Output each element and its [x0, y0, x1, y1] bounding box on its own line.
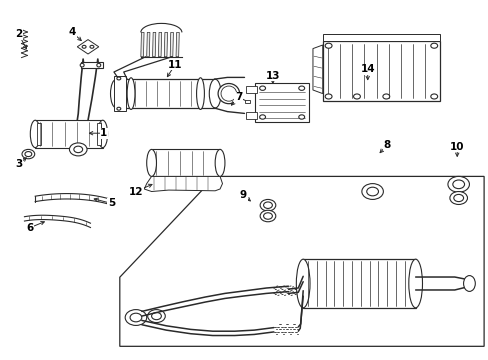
- Bar: [255, 83, 308, 122]
- Bar: [322, 34, 439, 41]
- Polygon shape: [141, 32, 144, 57]
- Ellipse shape: [453, 194, 463, 202]
- Ellipse shape: [221, 86, 236, 101]
- Polygon shape: [152, 32, 156, 57]
- Bar: [322, 41, 439, 101]
- Bar: [116, 79, 215, 108]
- Text: 6: 6: [27, 222, 34, 233]
- Ellipse shape: [361, 184, 383, 199]
- Text: 14: 14: [360, 64, 374, 74]
- Ellipse shape: [263, 202, 272, 208]
- Ellipse shape: [430, 43, 437, 48]
- Polygon shape: [158, 32, 162, 57]
- Polygon shape: [164, 32, 167, 57]
- Polygon shape: [77, 40, 99, 54]
- Polygon shape: [176, 32, 179, 57]
- Ellipse shape: [74, 146, 82, 153]
- Ellipse shape: [25, 152, 32, 157]
- Bar: [303, 259, 415, 308]
- Ellipse shape: [117, 77, 121, 80]
- Text: 10: 10: [449, 142, 464, 152]
- Ellipse shape: [260, 210, 275, 222]
- Text: 2: 2: [15, 29, 22, 39]
- Ellipse shape: [449, 192, 467, 204]
- Text: 5: 5: [108, 198, 115, 208]
- Bar: [81, 62, 102, 68]
- Ellipse shape: [259, 115, 265, 119]
- Bar: [246, 112, 257, 119]
- Text: 11: 11: [167, 60, 182, 70]
- Ellipse shape: [260, 199, 275, 211]
- Ellipse shape: [196, 78, 204, 109]
- Ellipse shape: [366, 187, 378, 196]
- Ellipse shape: [382, 94, 389, 99]
- Ellipse shape: [296, 259, 309, 308]
- Ellipse shape: [430, 94, 437, 99]
- Ellipse shape: [130, 313, 142, 322]
- Bar: [246, 86, 257, 93]
- Text: 9: 9: [240, 190, 246, 200]
- Ellipse shape: [209, 79, 221, 108]
- Text: 4: 4: [68, 27, 76, 37]
- Ellipse shape: [80, 63, 84, 67]
- Ellipse shape: [82, 45, 86, 48]
- Text: 1: 1: [100, 128, 107, 138]
- Ellipse shape: [452, 180, 464, 189]
- Ellipse shape: [22, 149, 35, 159]
- Ellipse shape: [298, 115, 304, 119]
- Ellipse shape: [146, 149, 156, 176]
- Ellipse shape: [90, 45, 94, 48]
- Ellipse shape: [408, 259, 422, 308]
- Ellipse shape: [127, 78, 135, 109]
- Ellipse shape: [30, 120, 40, 148]
- Ellipse shape: [151, 312, 161, 320]
- Text: 3: 3: [15, 159, 22, 169]
- Ellipse shape: [259, 86, 265, 90]
- Polygon shape: [312, 45, 322, 94]
- Ellipse shape: [98, 120, 107, 148]
- Ellipse shape: [325, 43, 331, 48]
- Bar: [97, 123, 101, 145]
- Bar: [114, 76, 126, 111]
- Polygon shape: [146, 32, 150, 57]
- Text: 8: 8: [383, 140, 390, 150]
- Polygon shape: [120, 176, 483, 346]
- Ellipse shape: [69, 143, 87, 156]
- Bar: [244, 100, 249, 103]
- Ellipse shape: [147, 310, 165, 323]
- Bar: [35, 120, 102, 148]
- Text: 7: 7: [234, 92, 242, 102]
- Ellipse shape: [97, 63, 101, 67]
- Ellipse shape: [218, 84, 239, 104]
- Ellipse shape: [298, 86, 304, 90]
- Ellipse shape: [110, 79, 122, 108]
- Text: 13: 13: [265, 71, 280, 81]
- Text: 12: 12: [128, 186, 143, 197]
- Ellipse shape: [463, 276, 474, 292]
- Polygon shape: [144, 176, 222, 192]
- Ellipse shape: [447, 176, 468, 192]
- Bar: [367, 187, 377, 196]
- Ellipse shape: [117, 107, 121, 110]
- Ellipse shape: [325, 94, 331, 99]
- Bar: [37, 123, 41, 145]
- Ellipse shape: [215, 149, 224, 176]
- Ellipse shape: [263, 213, 272, 219]
- Ellipse shape: [353, 94, 360, 99]
- Bar: [151, 149, 220, 176]
- Polygon shape: [170, 32, 173, 57]
- Ellipse shape: [125, 310, 146, 325]
